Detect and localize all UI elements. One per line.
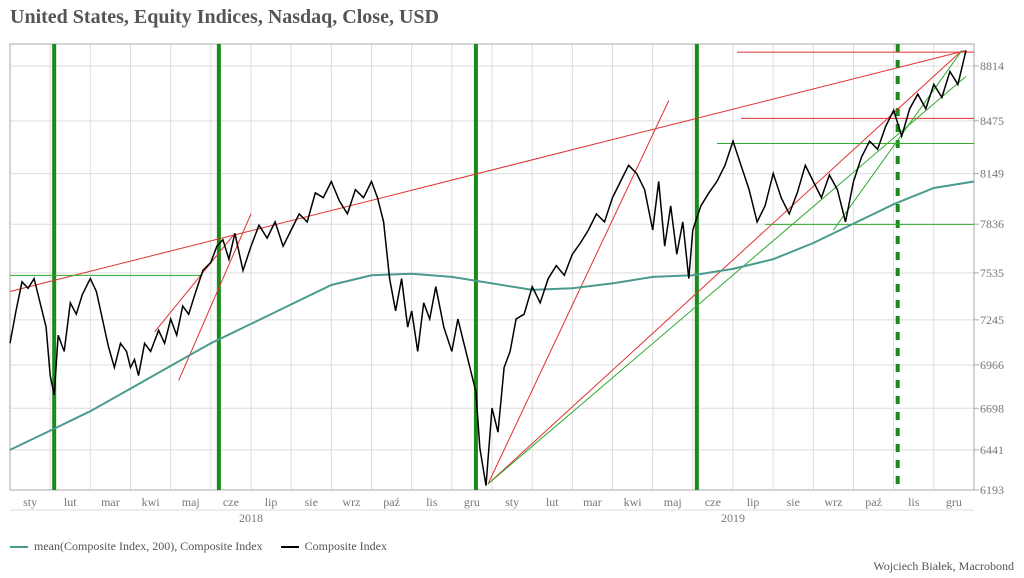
svg-text:kwi: kwi — [142, 495, 161, 509]
svg-text:lip: lip — [747, 495, 760, 509]
svg-text:7836: 7836 — [980, 217, 1004, 231]
legend-swatch-ma — [10, 546, 28, 548]
svg-text:7245: 7245 — [980, 313, 1004, 327]
svg-text:8149: 8149 — [980, 167, 1004, 181]
svg-text:8475: 8475 — [980, 114, 1004, 128]
svg-text:sie: sie — [787, 495, 800, 509]
legend-label-price: Composite Index — [305, 539, 387, 554]
svg-text:mar: mar — [583, 495, 602, 509]
chart-title: United States, Equity Indices, Nasdaq, C… — [10, 6, 439, 29]
svg-text:sie: sie — [305, 495, 318, 509]
legend-label-ma: mean(Composite Index, 200), Composite In… — [34, 539, 263, 554]
svg-text:sty: sty — [505, 495, 519, 509]
svg-text:7535: 7535 — [980, 266, 1004, 280]
svg-text:2018: 2018 — [239, 511, 263, 525]
svg-text:8814: 8814 — [980, 59, 1004, 73]
svg-text:wrz: wrz — [342, 495, 360, 509]
svg-text:paź: paź — [865, 495, 882, 509]
svg-text:wrz: wrz — [824, 495, 842, 509]
svg-text:cze: cze — [223, 495, 239, 509]
svg-text:6966: 6966 — [980, 358, 1004, 372]
legend-swatch-price — [281, 546, 299, 548]
svg-text:paź: paź — [383, 495, 400, 509]
svg-text:mar: mar — [101, 495, 120, 509]
svg-text:6193: 6193 — [980, 483, 1004, 497]
svg-text:lis: lis — [908, 495, 920, 509]
svg-text:lut: lut — [546, 495, 559, 509]
svg-text:sty: sty — [23, 495, 37, 509]
svg-text:lip: lip — [265, 495, 278, 509]
attribution: Wojciech Białek, Macrobond — [873, 559, 1014, 574]
svg-text:6441: 6441 — [980, 443, 1004, 457]
svg-text:kwi: kwi — [624, 495, 643, 509]
svg-text:lis: lis — [426, 495, 438, 509]
svg-text:maj: maj — [664, 495, 682, 509]
legend-item-price: Composite Index — [281, 539, 387, 554]
legend: mean(Composite Index, 200), Composite In… — [10, 539, 387, 554]
svg-text:lut: lut — [64, 495, 77, 509]
chart-canvas: 6193 6441 6698 6966 7245 7535 7836 8149 8475 8814… — [0, 34, 1024, 534]
svg-text:6698: 6698 — [980, 401, 1004, 415]
legend-item-ma: mean(Composite Index, 200), Composite In… — [10, 539, 263, 554]
svg-text:maj: maj — [182, 495, 200, 509]
svg-text:cze: cze — [705, 495, 721, 509]
svg-text:gru: gru — [946, 495, 962, 509]
svg-text:gru: gru — [464, 495, 480, 509]
svg-text:2019: 2019 — [721, 511, 745, 525]
